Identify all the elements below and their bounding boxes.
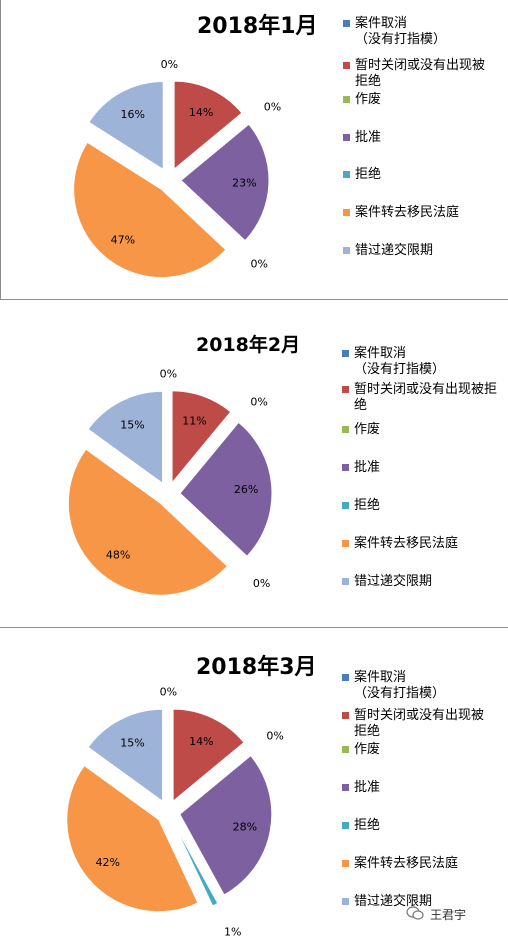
pie-slice xyxy=(179,754,273,896)
legend-swatch xyxy=(342,350,349,357)
slice-data-label: 48% xyxy=(106,548,130,561)
legend-swatch xyxy=(342,822,349,829)
legend-swatch xyxy=(342,898,349,905)
pie-slice xyxy=(67,448,229,596)
legend-label: 案件转去移民法庭 xyxy=(354,536,459,551)
pie-slice xyxy=(66,764,199,913)
slice-data-label: 0% xyxy=(161,58,178,71)
slice-data-label: 28% xyxy=(233,821,257,834)
slice-data-label: 14% xyxy=(189,735,213,748)
pie-slice xyxy=(177,115,248,173)
chart-title: 2018年3月 xyxy=(196,655,317,680)
pie-slice xyxy=(87,390,164,485)
chart-panel-jan: 2018年1月 0% 14% 0% 23% 0% 47% 16% 案件取消 （没有打指模） 暂… xyxy=(0,0,508,300)
pie-slice xyxy=(176,501,245,567)
legend-label: 案件转去移民法庭 xyxy=(354,856,459,871)
pie-slice xyxy=(87,708,164,803)
pie-slice xyxy=(179,421,273,557)
pie-slice xyxy=(177,187,243,250)
legend-swatch xyxy=(343,171,350,178)
legend-swatch xyxy=(342,860,349,867)
legend-swatch xyxy=(343,134,350,141)
legend-label: 批准 xyxy=(354,460,381,475)
legend-label: 批准 xyxy=(354,780,381,795)
slice-data-label: 15% xyxy=(120,736,144,749)
pie-slice xyxy=(167,707,170,801)
pie-slice xyxy=(173,80,243,171)
legend-swatch xyxy=(342,540,349,547)
pie-slice xyxy=(180,123,270,242)
pie-slice xyxy=(175,413,236,486)
slice-data-label: 42% xyxy=(95,856,119,869)
slice-data-label: 16% xyxy=(120,108,144,121)
slice-data-label: 0% xyxy=(253,577,270,590)
legend-swatch xyxy=(342,426,349,433)
slice-data-label: 11% xyxy=(182,414,206,427)
slice-data-label: 0% xyxy=(266,729,283,742)
legend-swatch xyxy=(343,20,350,27)
legend-swatch xyxy=(343,62,350,69)
legend-label: 案件转去移民法庭 xyxy=(355,205,460,220)
legend-label: 拒绝 xyxy=(354,818,381,833)
pie-chart: 0% 11% 0% 26% 0% 48% 15% xyxy=(67,367,273,596)
slice-data-label: 14% xyxy=(189,106,213,119)
slice-data-label: 47% xyxy=(111,234,135,247)
legend-label: 案件取消 （没有打指模） xyxy=(354,346,446,377)
legend-swatch xyxy=(343,247,350,254)
legend-swatch xyxy=(343,96,350,103)
legend-label: 错过递交限期 xyxy=(355,243,434,258)
legend-swatch xyxy=(342,386,349,393)
legend-swatch xyxy=(343,209,350,216)
watermark-author: 王君宇 xyxy=(430,908,467,922)
legend-label: 作废 xyxy=(354,742,381,757)
legend-label: 暂时关闭或没有出现被拒绝 xyxy=(354,382,498,413)
legend-label: 拒绝 xyxy=(354,498,381,513)
slice-data-label: 15% xyxy=(120,418,144,431)
legend-swatch xyxy=(342,746,349,753)
chart-panel-feb: 2018年2月 0% 11% 0% 26% 0% 48% 15% 案件取消 （没有打指模） 暂… xyxy=(0,318,508,628)
legend-label: 错过递交限期 xyxy=(354,574,433,589)
chart-title: 2018年1月 xyxy=(197,14,318,39)
legend-swatch xyxy=(342,464,349,471)
slice-data-label: 0% xyxy=(250,395,267,408)
pie-chart: 0% 14% 0% 23% 0% 47% 16% xyxy=(73,58,281,278)
legend-label: 错过递交限期 xyxy=(354,894,433,909)
legend-swatch xyxy=(342,502,349,509)
legend-swatch xyxy=(342,712,349,719)
legend-swatch xyxy=(342,674,349,681)
slice-data-label: 1% xyxy=(224,925,241,937)
legend-label: 案件取消 （没有打指模） xyxy=(355,16,447,47)
legend-swatch xyxy=(342,578,349,585)
chart-panel-mar: 2018年3月 0% 14% 0% 28% 1% 42% 15% 案件取消 （没有打指模） 暂… xyxy=(0,645,508,937)
slice-data-label: 26% xyxy=(234,483,258,496)
pie-slice xyxy=(167,389,170,483)
pie-chart: 0% 14% 0% 28% 1% 42% 15% xyxy=(66,685,284,937)
wechat-icon xyxy=(406,906,424,920)
chart-title: 2018年2月 xyxy=(196,334,301,356)
slice-data-label: 0% xyxy=(264,100,281,113)
pie-slice xyxy=(88,80,164,171)
legend-label: 作废 xyxy=(355,92,382,107)
legend-swatch xyxy=(342,784,349,791)
slice-data-label: 23% xyxy=(232,176,256,189)
pie-slice xyxy=(73,141,227,278)
pie-slice xyxy=(176,745,250,805)
pie-slice xyxy=(172,822,219,907)
pie-slice xyxy=(168,79,171,169)
legend-label: 拒绝 xyxy=(355,167,382,182)
slice-data-label: 0% xyxy=(160,685,177,698)
slice-data-label: 0% xyxy=(160,367,177,380)
legend-label: 批准 xyxy=(355,130,382,145)
pie-slice xyxy=(172,708,245,803)
legend-label: 暂时关闭或没有出现被 拒绝 xyxy=(354,708,485,739)
legend-label: 暂时关闭或没有出现被 拒绝 xyxy=(355,58,486,89)
slice-data-label: 0% xyxy=(250,258,267,271)
legend-label: 作废 xyxy=(354,422,381,437)
pie-slice xyxy=(171,390,232,485)
legend-label: 案件取消 （没有打指模） xyxy=(354,670,446,701)
